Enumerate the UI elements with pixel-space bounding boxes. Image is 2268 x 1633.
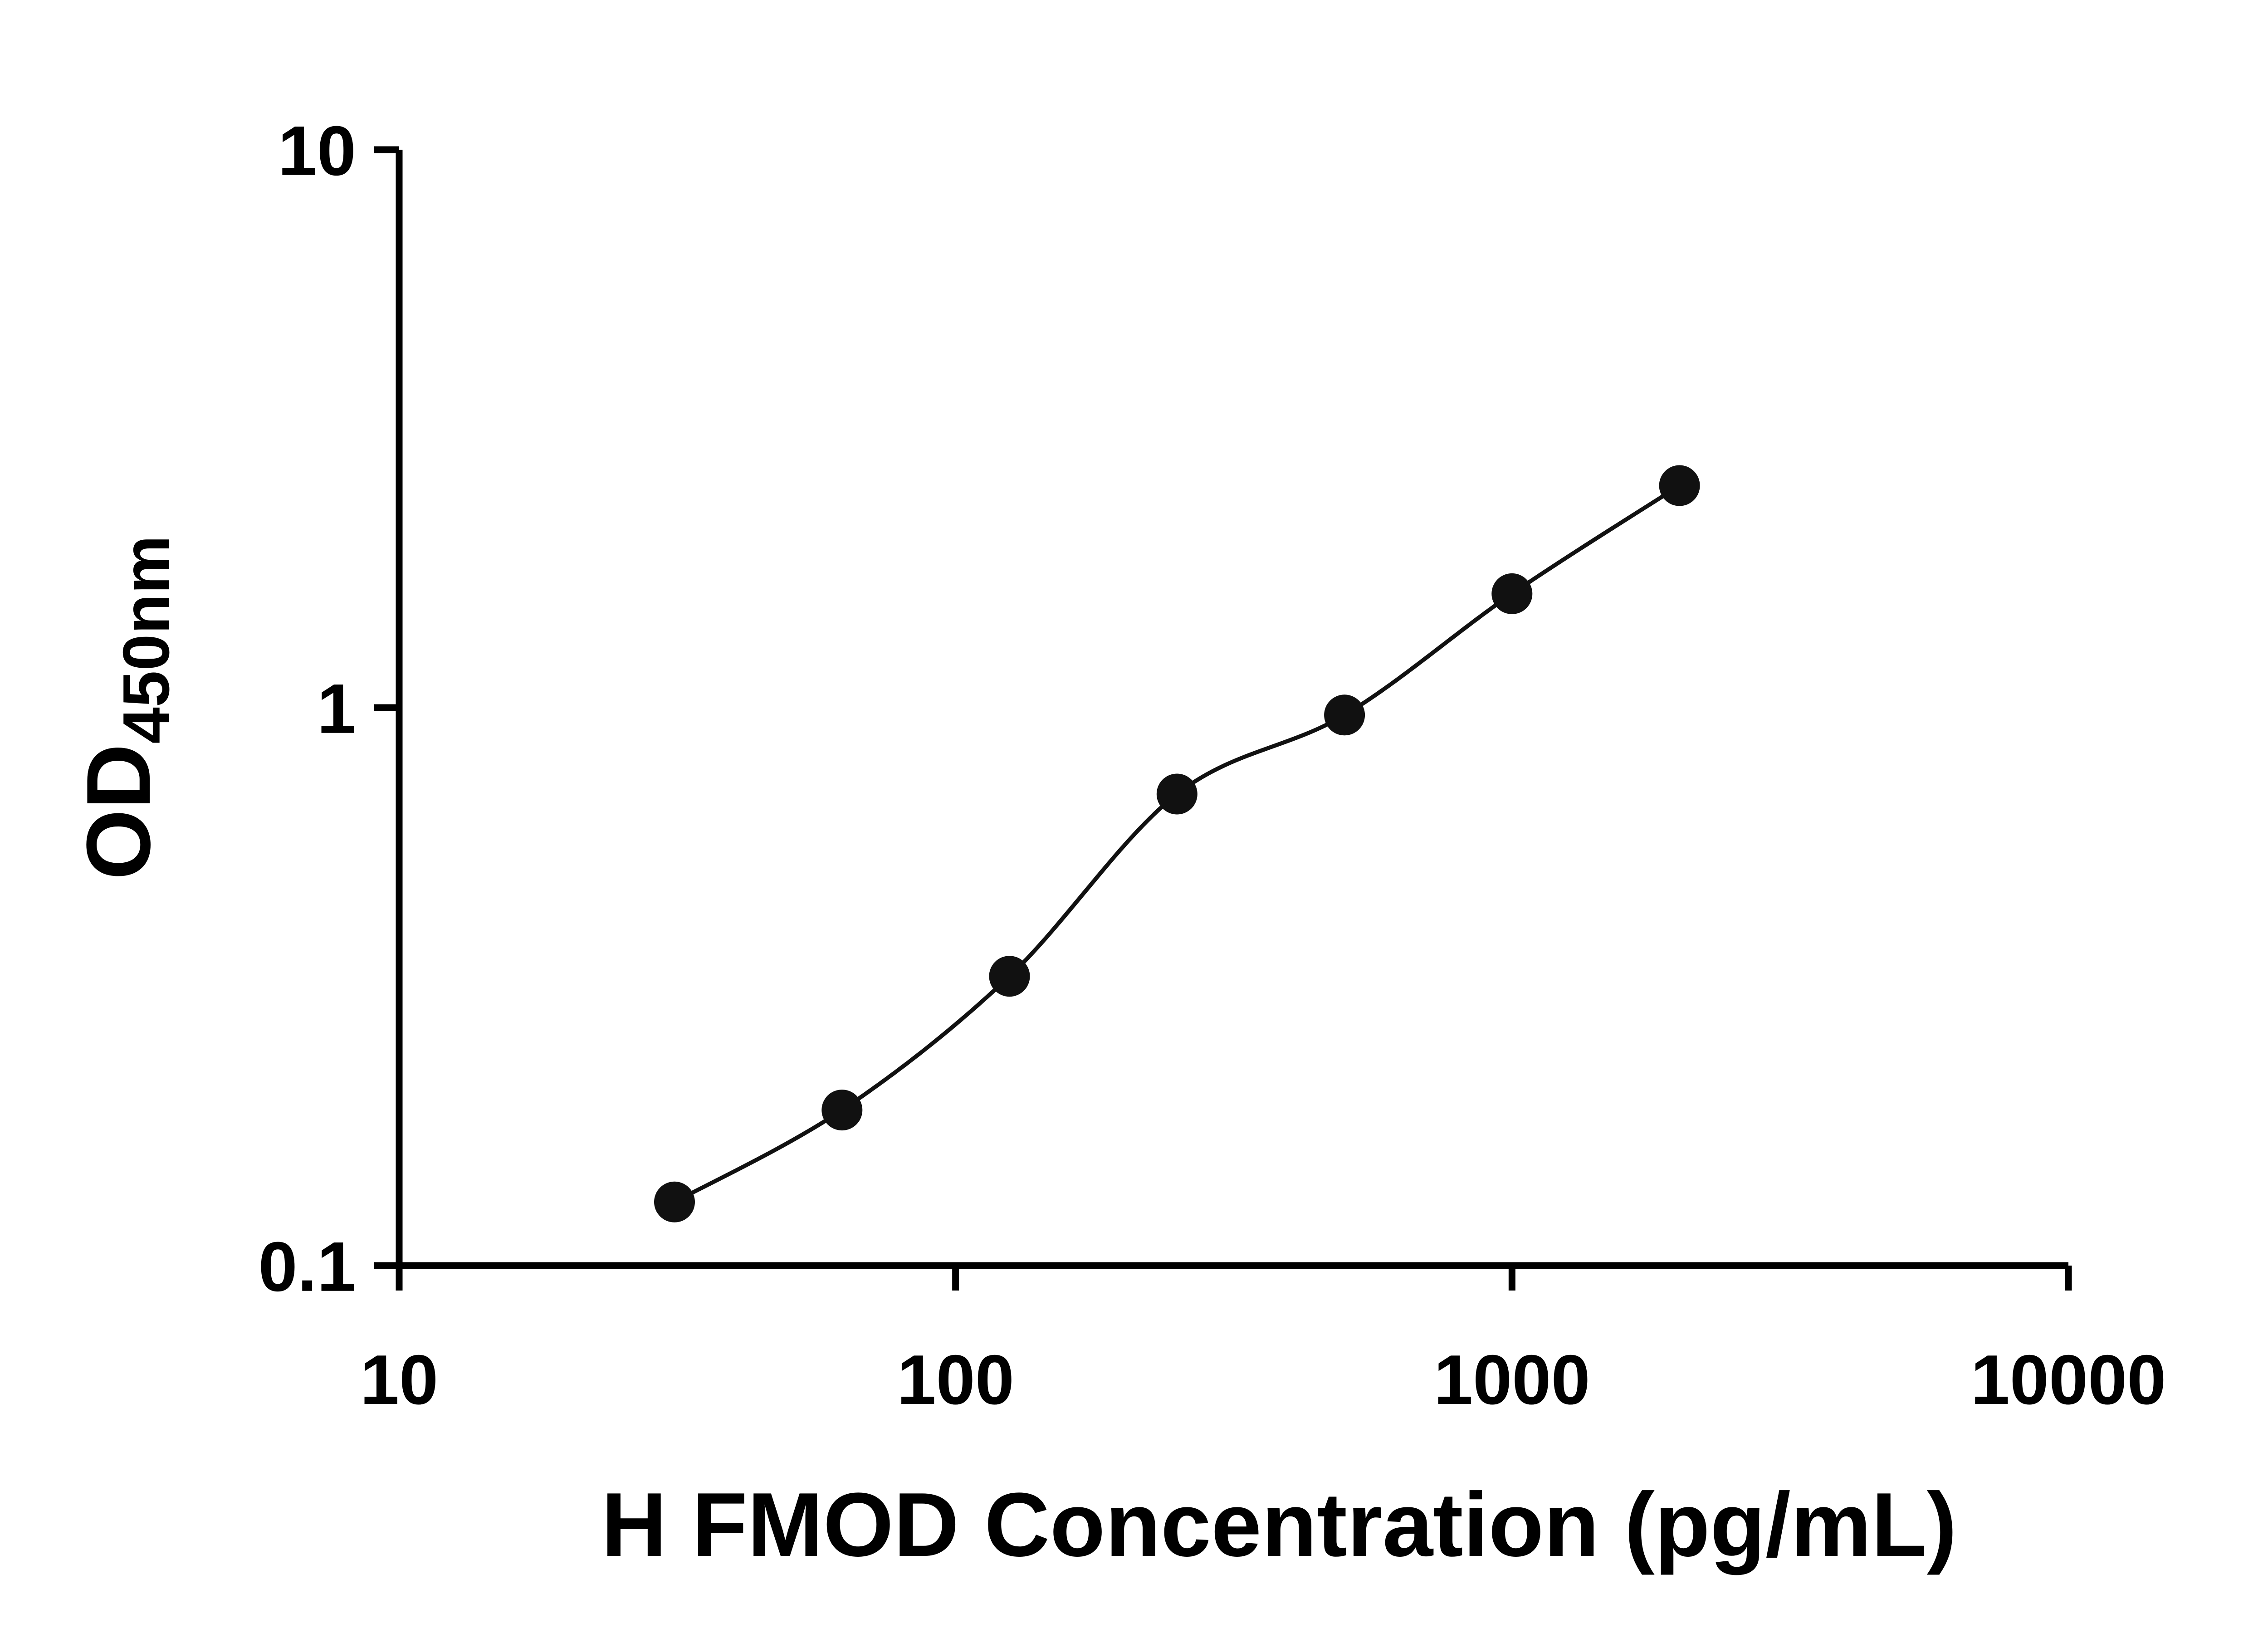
data-point: [1156, 773, 1198, 815]
data-point: [821, 1090, 863, 1131]
x-tick-label: 10000: [1970, 1340, 2166, 1419]
data-point: [1491, 573, 1533, 614]
data-point: [1324, 694, 1365, 736]
y-axis-title-main: OD: [68, 744, 169, 880]
y-axis-title: OD450nm: [68, 535, 183, 880]
y-tick-label: 0.1: [259, 1227, 356, 1306]
data-point: [654, 1181, 695, 1222]
x-axis-title: H FMOD Concentration (pg/mL): [601, 1474, 1957, 1575]
x-tick-label: 10: [360, 1340, 438, 1419]
x-tick-label: 100: [897, 1340, 1014, 1419]
y-axis-title-sub: 450nm: [109, 535, 183, 743]
x-tick-label: 1000: [1434, 1340, 1590, 1419]
y-tick-label: 10: [278, 112, 356, 190]
data-point: [1659, 465, 1700, 506]
y-tick-label: 1: [317, 670, 356, 748]
data-point: [989, 956, 1030, 997]
